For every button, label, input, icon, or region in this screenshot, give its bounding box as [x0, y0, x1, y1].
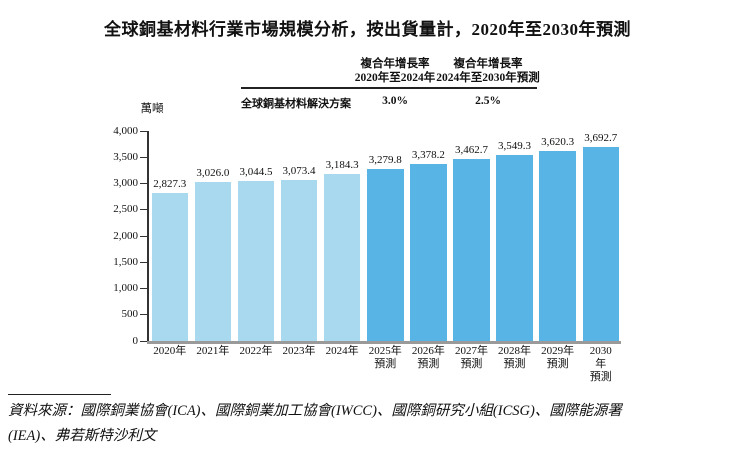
bar-value-label: 3,026.0 [196, 167, 230, 180]
cagr-column2-header-line1: 複合年增長率 [453, 58, 523, 70]
bar-2020年 [151, 192, 188, 341]
bar-chart: 0 500 1,000 1,500 2,000 2,500 3,000 3,500 4,000 2… [113, 125, 623, 383]
y-axis-tick-label: 2,000 [113, 229, 138, 242]
bar-2028年 [496, 154, 533, 341]
cagr-column2-header-line2: 2024年至2030年預測 [436, 72, 540, 84]
y-axis-tick [140, 209, 147, 211]
y-axis-tick [140, 235, 147, 237]
x-axis-category-label: 2030年 預測 [589, 345, 612, 383]
source-note-line1: 資料來源：國際銅業協會(ICA)、國際銅業加工協會(IWCC)、國際銅研究小組(… [8, 403, 622, 419]
y-axis-tick [140, 261, 147, 263]
x-axis-category-label: 2021年 [196, 345, 230, 357]
chart-title: 全球銅基材料行業市場規模分析，按出貨量計，2020年至2030年預測 [104, 20, 631, 39]
y-axis-tick [140, 314, 147, 316]
cagr-value-2020-2024: 3.0% [382, 95, 408, 107]
bar-value-label: 3,620.3 [541, 135, 575, 148]
bar-2024年 [323, 173, 361, 341]
bar-value-label: 3,549.3 [498, 139, 532, 152]
source-note: 資料來源：國際銅業協會(ICA)、國際銅業加工協會(IWCC)、國際銅研究小組(… [8, 399, 728, 449]
x-axis-category-label: 2022年 [239, 345, 273, 357]
y-axis-tick [140, 156, 147, 158]
bar-2027年 [453, 159, 490, 341]
y-axis-line [147, 131, 149, 342]
bar-value-label: 3,044.5 [239, 166, 273, 179]
bar-value-label: 3,073.4 [282, 164, 316, 177]
bar-value-label: 3,462.7 [454, 144, 488, 157]
x-axis-category-label: 2029年 預測 [541, 345, 575, 370]
x-axis-category-label: 2023年 [282, 345, 316, 357]
cagr-column1-header-line1: 複合年增長率 [360, 58, 430, 70]
y-axis-tick-label: 1,500 [113, 255, 138, 268]
y-axis-tick [140, 288, 147, 289]
source-note-line2: (IEA)、弗若斯特沙利文 [8, 428, 157, 444]
bar-value-label: 3,378.2 [411, 148, 445, 161]
cagr-header-rule [241, 87, 537, 89]
y-axis-tick-label: 3,000 [113, 177, 138, 189]
bar-value-label: 3,279.8 [368, 153, 402, 166]
y-axis-tick [140, 340, 147, 342]
bar-2022年 [237, 181, 275, 341]
bar-value-label: 3,184.3 [325, 158, 359, 171]
cagr-row-label: 全球銅基材料解決方案 [241, 98, 351, 110]
y-axis-tick [140, 130, 147, 132]
y-axis-tick-label: 0 [132, 334, 139, 347]
bar-2025年 [367, 168, 404, 341]
bar-2026年 [410, 163, 447, 341]
y-axis-unit-label: 萬噸 [140, 103, 164, 115]
cagr-column1-header-line2: 2020年至2024年 [354, 72, 436, 84]
y-axis-tick [140, 183, 147, 184]
cagr-value-2024-2030: 2.5% [475, 95, 501, 107]
y-axis-tick-label: 1,000 [113, 282, 138, 294]
x-axis-line [147, 341, 621, 344]
y-axis-tick-label: 3,500 [113, 150, 138, 163]
bar-value-label: 2,827.3 [153, 177, 187, 190]
x-axis-category-label: 2020年 [153, 345, 187, 357]
bar-2029年 [539, 150, 576, 341]
bar-2021年 [194, 182, 232, 341]
x-axis-category-label: 2025年 預測 [368, 345, 402, 370]
bar-2030年 [582, 147, 619, 341]
y-axis-tick-label: 2,500 [113, 203, 138, 216]
y-axis-tick-label: 4,000 [113, 124, 138, 137]
bar-value-label: 3,692.7 [584, 132, 618, 145]
x-axis-category-label: 2024年 [325, 345, 359, 357]
footnote-rule [8, 394, 111, 395]
x-axis-category-label: 2027年 預測 [454, 345, 488, 370]
y-axis-tick-label: 500 [121, 308, 139, 321]
x-axis-category-label: 2026年 預測 [411, 345, 445, 370]
x-axis-category-label: 2028年 預測 [498, 345, 532, 370]
bar-2023年 [280, 179, 318, 341]
